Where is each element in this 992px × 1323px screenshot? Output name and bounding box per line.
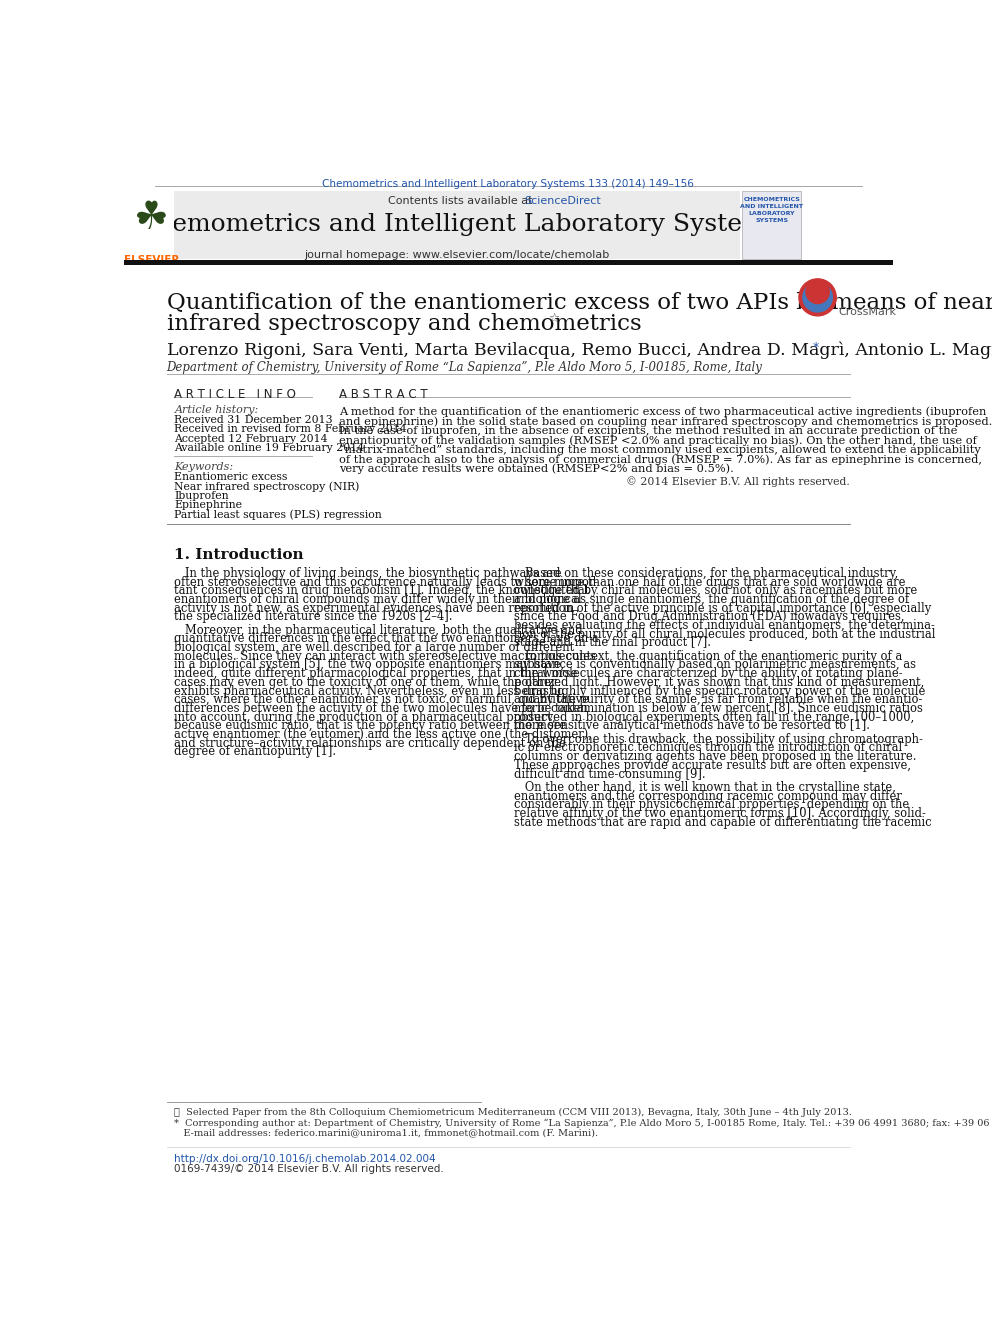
Text: since the Food and Drug Administration (FDA) nowadays requires,: since the Food and Drug Administration (… xyxy=(514,610,905,623)
Text: Contents lists available at: Contents lists available at xyxy=(388,196,536,205)
Text: “matrix-matched” standards, including the most commonly used excipients, allowed: “matrix-matched” standards, including th… xyxy=(339,445,981,455)
Text: in a biological system [5], the two opposite enantiomers may have,: in a biological system [5], the two oppo… xyxy=(175,659,564,672)
Text: ☘: ☘ xyxy=(135,198,170,237)
Text: the specialized literature since the 1920s [2–4].: the specialized literature since the 192… xyxy=(175,610,453,623)
Text: meric contamination is below a few percent [8]. Since eudismic ratios: meric contamination is below a few perce… xyxy=(514,703,923,714)
Text: because eudismic ratio, that is the potency ratio between the more: because eudismic ratio, that is the pote… xyxy=(175,720,566,733)
Text: A method for the quantification of the enantiomeric excess of two pharmaceutical: A method for the quantification of the e… xyxy=(339,406,987,417)
Text: ☆  Selected Paper from the 8th Colloquium Chemiometricum Mediterraneum (CCM VIII: ☆ Selected Paper from the 8th Colloquium… xyxy=(175,1109,852,1118)
Text: molecules. Since they can interact with stereoselective macromolecules: molecules. Since they can interact with … xyxy=(175,650,596,663)
Text: differences between the activity of the two molecules have to be taken: differences between the activity of the … xyxy=(175,703,588,714)
Text: Received 31 December 2013: Received 31 December 2013 xyxy=(175,415,333,425)
Text: E-mail addresses: federico.marini@uniroma1.it, fmmonet@hotmail.com (F. Marini).: E-mail addresses: federico.marini@unirom… xyxy=(175,1129,598,1138)
Text: degree of enantiopurity [1].: degree of enantiopurity [1]. xyxy=(175,745,336,758)
Bar xyxy=(124,259,893,265)
Text: and epinephrine) in the solid state based on coupling near infrared spectroscopy: and epinephrine) in the solid state base… xyxy=(339,417,992,427)
Text: 1. Introduction: 1. Introduction xyxy=(175,548,304,561)
Text: Moreover, in the pharmaceutical literature, both the qualitative and: Moreover, in the pharmaceutical literatu… xyxy=(175,623,583,636)
Text: Quantification of the enantiomeric excess of two APIs by means of near: Quantification of the enantiomeric exces… xyxy=(167,292,992,314)
Text: These approaches provide accurate results but are often expensive,: These approaches provide accurate result… xyxy=(514,759,911,771)
Text: Keywords:: Keywords: xyxy=(175,462,233,472)
Text: considerably in their physicochemical properties, depending on the: considerably in their physicochemical pr… xyxy=(514,798,909,811)
Text: polarized light. However, it was shown that this kind of measurement,: polarized light. However, it was shown t… xyxy=(514,676,925,689)
Bar xyxy=(175,191,740,259)
Text: In the physiology of living beings, the biosynthetic pathways are: In the physiology of living beings, the … xyxy=(175,566,562,579)
Text: Available online 19 February 2014: Available online 19 February 2014 xyxy=(175,443,364,452)
Text: Accepted 12 February 2014: Accepted 12 February 2014 xyxy=(175,434,328,443)
Text: and more as single enantiomers, the quantification of the degree of: and more as single enantiomers, the quan… xyxy=(514,593,909,606)
Text: more sensitive analytical methods have to be resorted to [1].: more sensitive analytical methods have t… xyxy=(514,720,870,733)
Text: and structure–activity relationships are critically dependent on the: and structure–activity relationships are… xyxy=(175,737,566,750)
Text: of the approach also to the analysis of commercial drugs (RMSEP = 7.0%). As far : of the approach also to the analysis of … xyxy=(339,454,982,464)
Text: journal homepage: www.elsevier.com/locate/chemolab: journal homepage: www.elsevier.com/locat… xyxy=(305,250,610,259)
Text: In this context, the quantification of the enantiomeric purity of a: In this context, the quantification of t… xyxy=(514,650,902,663)
Text: Enantiomeric excess: Enantiomeric excess xyxy=(175,472,288,482)
Text: observed in biological experiments often fall in the range 100–1000,: observed in biological experiments often… xyxy=(514,710,914,724)
Text: active enantiomer (the eutomer) and the less active one (the distomer),: active enantiomer (the eutomer) and the … xyxy=(175,728,592,741)
Text: Chemometrics and Intelligent Laboratory Systems 133 (2014) 149–156: Chemometrics and Intelligent Laboratory … xyxy=(322,179,694,189)
Text: exhibits pharmaceutical activity. Nevertheless, even in less drastic: exhibits pharmaceutical activity. Nevert… xyxy=(175,684,564,697)
Text: substance is conventionally based on polarimetric measurements, as: substance is conventionally based on pol… xyxy=(514,659,916,672)
Text: chiral molecules are characterized by the ability of rotating plane-: chiral molecules are characterized by th… xyxy=(514,667,903,680)
Text: A R T I C L E   I N F O: A R T I C L E I N F O xyxy=(175,388,297,401)
Text: and by the purity of the sample, is far from reliable when the enantio-: and by the purity of the sample, is far … xyxy=(514,693,923,706)
Text: enantiomers of chiral compounds may differ widely in their biological: enantiomers of chiral compounds may diff… xyxy=(175,593,582,606)
Text: difficult and time-consuming [9].: difficult and time-consuming [9]. xyxy=(514,767,705,781)
Bar xyxy=(742,191,802,259)
Text: ScienceDirect: ScienceDirect xyxy=(524,196,600,205)
Text: constituted by chiral molecules, sold not only as racemates but more: constituted by chiral molecules, sold no… xyxy=(514,585,917,597)
Text: *  Corresponding author at: Department of Chemistry, University of Rome “La Sapi: * Corresponding author at: Department of… xyxy=(175,1118,992,1127)
Text: Ibuprofen: Ibuprofen xyxy=(175,491,229,500)
Text: ic or electrophoretic techniques through the introduction of chiral: ic or electrophoretic techniques through… xyxy=(514,741,902,754)
Text: CrossMark: CrossMark xyxy=(838,307,897,318)
Text: © 2014 Elsevier B.V. All rights reserved.: © 2014 Elsevier B.V. All rights reserved… xyxy=(626,476,850,487)
Text: http://dx.doi.org/10.1016/j.chemolab.2014.02.004: http://dx.doi.org/10.1016/j.chemolab.201… xyxy=(175,1154,436,1164)
Text: Department of Chemistry, University of Rome “La Sapienza”, P.le Aldo Moro 5, I-0: Department of Chemistry, University of R… xyxy=(167,360,763,373)
Text: into account, during the production of a pharmaceutical product,: into account, during the production of a… xyxy=(175,710,557,724)
Text: tant consequences in drug metabolism [1]. Indeed, the knowledge that: tant consequences in drug metabolism [1]… xyxy=(175,585,590,597)
Text: To overcome this drawback, the possibility of using chromatograph-: To overcome this drawback, the possibili… xyxy=(514,733,923,746)
Text: On the other hand, it is well known that in the crystalline state,: On the other hand, it is well known that… xyxy=(514,781,896,794)
Text: ☆: ☆ xyxy=(548,312,559,325)
Text: Chemometrics and Intelligent Laboratory Systems: Chemometrics and Intelligent Laboratory … xyxy=(137,213,778,235)
Text: CHEMOMETRICS
AND INTELLIGENT
LABORATORY
SYSTEMS: CHEMOMETRICS AND INTELLIGENT LABORATORY … xyxy=(740,197,804,224)
Text: very accurate results were obtained (RMSEP<2% and bias = 0.5%).: very accurate results were obtained (RMS… xyxy=(339,463,734,474)
Text: quantitative differences in the effect that the two enantiomers have on a: quantitative differences in the effect t… xyxy=(175,632,599,646)
Text: enantiopurity of the validation samples (RMSEP <2.0% and practically no bias). O: enantiopurity of the validation samples … xyxy=(339,435,977,446)
Text: Based on these considerations, for the pharmaceutical industry,: Based on these considerations, for the p… xyxy=(514,566,898,579)
Text: resolution of the active principle is of capital importance [6], especially: resolution of the active principle is of… xyxy=(514,602,931,615)
Circle shape xyxy=(806,280,829,303)
Text: 0169-7439/© 2014 Elsevier B.V. All rights reserved.: 0169-7439/© 2014 Elsevier B.V. All right… xyxy=(175,1164,444,1174)
Text: relative affinity of the two enantiomeric forms [10]. Accordingly, solid-: relative affinity of the two enantiomeri… xyxy=(514,807,926,820)
Text: stage and in the final product [7].: stage and in the final product [7]. xyxy=(514,636,711,650)
Text: cases may even get to the toxicity of one of them, while the other: cases may even get to the toxicity of on… xyxy=(175,676,557,689)
Text: enantiomers and the corresponding racemic compound may differ: enantiomers and the corresponding racemi… xyxy=(514,790,902,803)
Text: indeed, quite different pharmacological properties, that in the worse: indeed, quite different pharmacological … xyxy=(175,667,577,680)
Circle shape xyxy=(799,279,836,316)
Text: columns or derivatizing agents have been proposed in the literature.: columns or derivatizing agents have been… xyxy=(514,750,917,763)
Text: Article history:: Article history: xyxy=(175,405,259,415)
Text: *: * xyxy=(812,341,818,355)
Text: infrared spectroscopy and chemometrics: infrared spectroscopy and chemometrics xyxy=(167,312,641,335)
Text: tion of the purity of all chiral molecules produced, both at the industrial: tion of the purity of all chiral molecul… xyxy=(514,628,935,640)
Text: state methods that are rapid and capable of differentiating the racemic: state methods that are rapid and capable… xyxy=(514,816,931,828)
Text: Lorenzo Rigoni, Sara Venti, Marta Bevilacqua, Remo Bucci, Andrea D. Magrì, Anton: Lorenzo Rigoni, Sara Venti, Marta Bevila… xyxy=(167,341,992,359)
Text: where more than one half of the drugs that are sold worldwide are: where more than one half of the drugs th… xyxy=(514,576,906,589)
Text: A B S T R A C T: A B S T R A C T xyxy=(339,388,429,401)
Text: Received in revised form 8 February 2014: Received in revised form 8 February 2014 xyxy=(175,425,407,434)
Text: Epinephrine: Epinephrine xyxy=(175,500,242,509)
Circle shape xyxy=(803,283,832,312)
Text: In the case of ibuprofen, in the absence of excipients, the method resulted in a: In the case of ibuprofen, in the absence… xyxy=(339,426,958,435)
Text: ELSEVIER: ELSEVIER xyxy=(124,255,180,265)
Text: Near infrared spectroscopy (NIR): Near infrared spectroscopy (NIR) xyxy=(175,482,360,492)
Text: Partial least squares (PLS) regression: Partial least squares (PLS) regression xyxy=(175,509,382,520)
Text: being highly influenced by the specific rotatory power of the molecule: being highly influenced by the specific … xyxy=(514,684,926,697)
Text: activity is not new, as experimental evidences have been reported in: activity is not new, as experimental evi… xyxy=(175,602,574,615)
Text: biological system, are well described for a large number of different: biological system, are well described fo… xyxy=(175,642,574,654)
Bar xyxy=(130,191,175,259)
Text: often stereoselective and this occurrence naturally leads to some impor-: often stereoselective and this occurrenc… xyxy=(175,576,598,589)
Text: cases, where the other enantiomer is not toxic or harmful, quantitative: cases, where the other enantiomer is not… xyxy=(175,693,589,706)
Text: besides evaluating the effects of individual enantiomers, the determina-: besides evaluating the effects of indivi… xyxy=(514,619,934,632)
